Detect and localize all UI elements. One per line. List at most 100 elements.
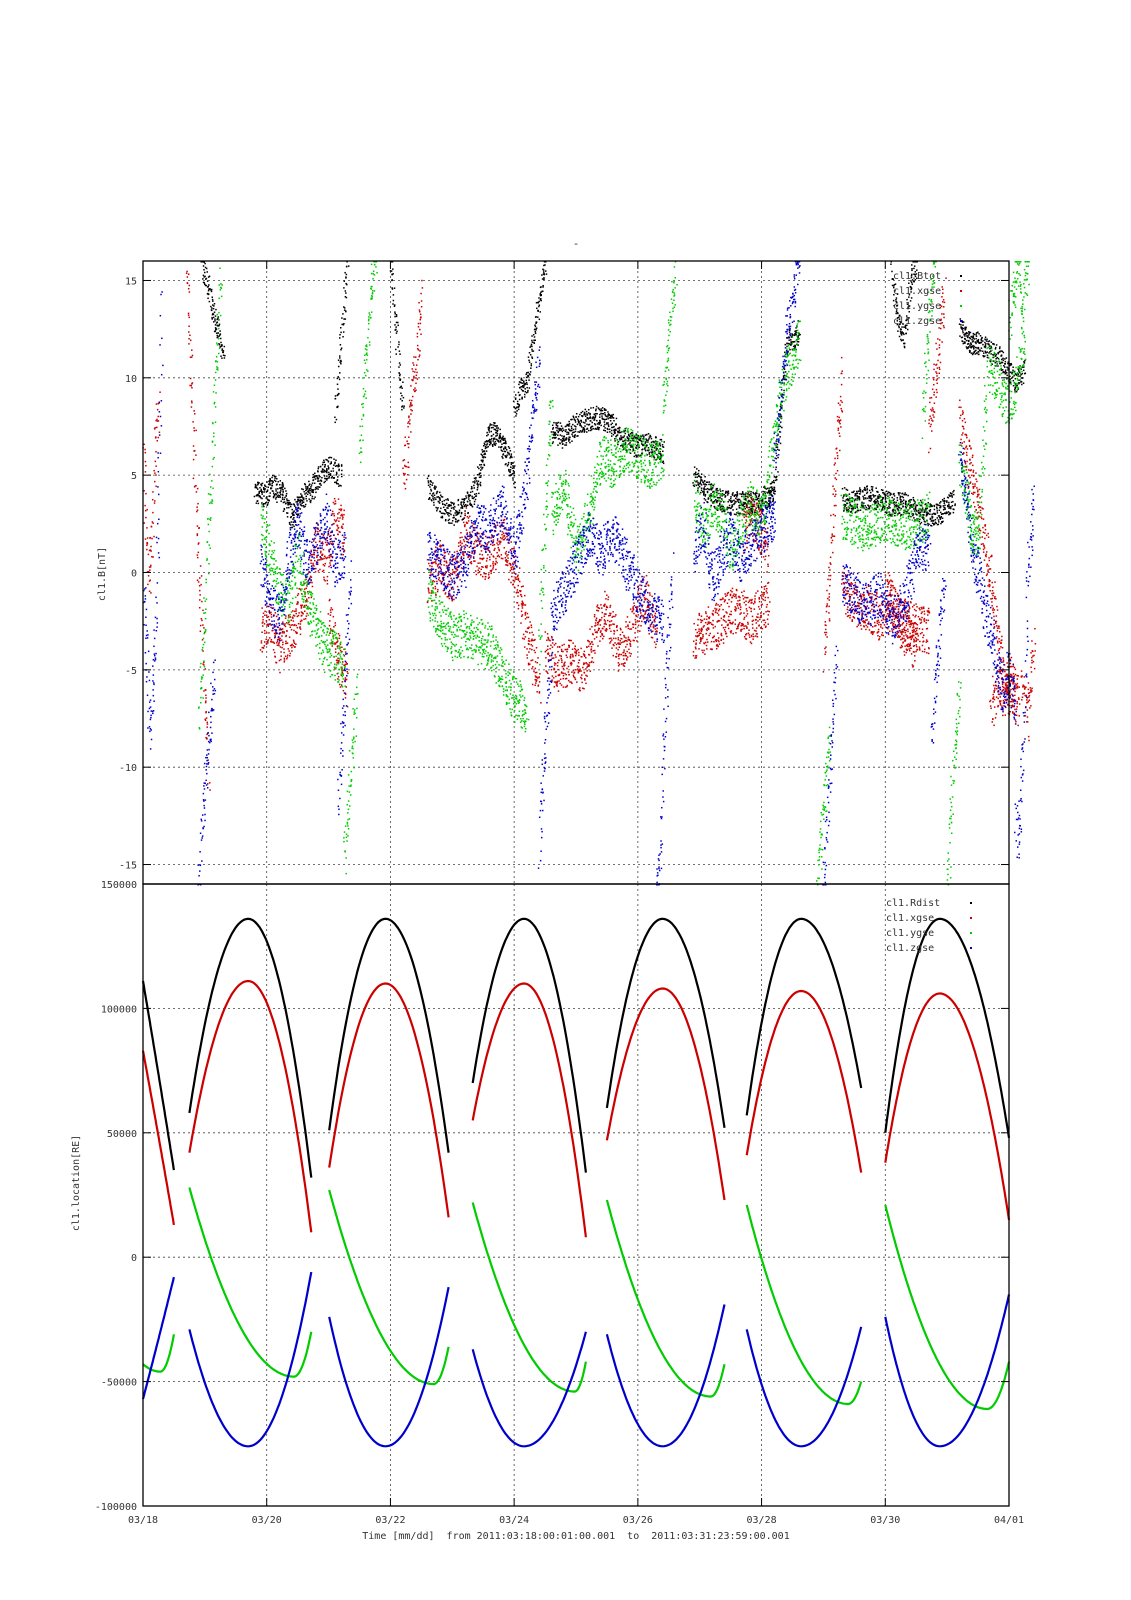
data-point (924, 510, 926, 512)
data-point (947, 505, 949, 508)
data-point (992, 354, 995, 356)
data-point (487, 445, 489, 448)
data-point (788, 336, 790, 338)
data-point (318, 480, 320, 482)
data-point (927, 501, 930, 504)
data-point (404, 473, 406, 475)
data-point (340, 509, 342, 512)
data-point (261, 482, 264, 485)
data-point (345, 678, 348, 681)
data-point (583, 413, 585, 416)
data-point (504, 463, 507, 466)
data-point (283, 624, 286, 626)
data-point (509, 474, 512, 477)
data-point (858, 498, 860, 500)
data-point (335, 471, 338, 474)
data-point (211, 298, 214, 301)
data-point (496, 524, 499, 526)
data-point (476, 565, 478, 568)
data-point (635, 433, 638, 435)
data-point (877, 495, 879, 497)
data-point (196, 509, 199, 511)
data-point (960, 324, 962, 326)
data-point (610, 417, 612, 419)
data-point (199, 577, 201, 579)
data-point (504, 441, 507, 444)
data-point (629, 452, 632, 455)
data-point (437, 572, 440, 575)
data-point (469, 500, 471, 502)
data-point (469, 494, 472, 497)
data-point (594, 415, 597, 417)
data-point (325, 557, 328, 560)
data-point (186, 270, 188, 273)
data-point (156, 408, 159, 411)
data-point (294, 520, 296, 523)
data-point (205, 700, 207, 702)
data-point (773, 479, 775, 482)
data-point (974, 341, 977, 343)
data-point (288, 621, 290, 624)
data-point (553, 644, 556, 646)
data-point (215, 308, 217, 311)
data-point (1006, 374, 1008, 377)
data-point (283, 498, 286, 501)
data-point (152, 491, 154, 493)
data-point (343, 322, 345, 325)
data-point (849, 502, 851, 504)
data-point (217, 317, 219, 320)
data-point (565, 437, 568, 439)
data-point (647, 439, 649, 441)
data-point (510, 566, 512, 569)
data-point (449, 512, 451, 515)
data-point (530, 364, 533, 367)
data-point (558, 673, 561, 676)
data-point (290, 619, 293, 621)
data-point (481, 544, 483, 547)
data-point (626, 436, 628, 438)
data-point (906, 303, 909, 305)
data-point (735, 508, 738, 511)
data-point (775, 440, 778, 442)
data-point (786, 337, 788, 339)
data-point (206, 293, 209, 295)
data-point (763, 486, 765, 489)
data-point (293, 525, 295, 528)
data-point (968, 349, 971, 352)
data-point (289, 655, 291, 657)
data-point (329, 473, 332, 475)
data-point (303, 604, 306, 607)
data-point (517, 579, 520, 581)
data-point (488, 576, 490, 578)
data-point (448, 515, 450, 517)
data-point (899, 492, 901, 494)
data-point (276, 477, 278, 480)
data-point (144, 448, 146, 451)
data-point (332, 615, 335, 618)
data-point (482, 566, 484, 568)
data-point (295, 506, 297, 509)
data-point (695, 473, 697, 476)
data-point (543, 278, 545, 281)
data-point (547, 637, 550, 640)
data-point (434, 570, 437, 573)
data-point (970, 345, 973, 348)
data-point (878, 496, 880, 498)
data-point (412, 370, 414, 373)
data-point (858, 496, 860, 499)
data-point (530, 626, 533, 629)
data-point (427, 587, 430, 589)
data-point (295, 624, 297, 627)
data-point (490, 553, 493, 556)
data-point (470, 485, 473, 488)
data-point (481, 460, 484, 462)
data-point (345, 273, 348, 276)
data-point (972, 335, 975, 337)
data-point (756, 498, 758, 501)
data-point (419, 350, 421, 352)
data-point (899, 500, 902, 503)
data-point (270, 616, 273, 618)
data-point (620, 435, 622, 437)
data-point (904, 502, 907, 505)
data-point (697, 484, 700, 486)
